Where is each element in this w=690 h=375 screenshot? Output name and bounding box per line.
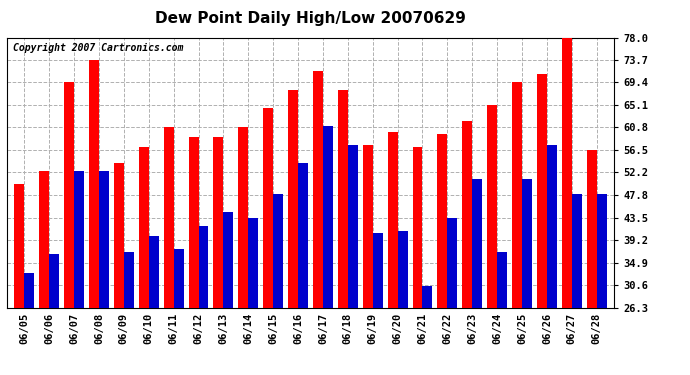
Bar <box>363 144 373 375</box>
Bar <box>447 217 457 375</box>
Text: Dew Point Daily High/Low 20070629: Dew Point Daily High/Low 20070629 <box>155 11 466 26</box>
Bar <box>348 144 358 375</box>
Bar <box>437 134 447 375</box>
Bar <box>586 150 597 375</box>
Bar <box>89 60 99 375</box>
Bar <box>597 194 607 375</box>
Bar <box>313 72 323 375</box>
Bar <box>238 128 248 375</box>
Bar <box>164 128 174 375</box>
Bar <box>487 105 497 375</box>
Bar <box>213 137 224 375</box>
Bar <box>149 236 159 375</box>
Bar <box>224 213 233 375</box>
Bar <box>188 137 199 375</box>
Bar <box>562 38 572 375</box>
Bar <box>14 184 24 375</box>
Bar <box>373 233 383 375</box>
Bar <box>273 194 283 375</box>
Bar <box>397 231 408 375</box>
Bar <box>497 252 507 375</box>
Bar <box>472 178 482 375</box>
Text: Copyright 2007 Cartronics.com: Copyright 2007 Cartronics.com <box>13 43 184 53</box>
Bar <box>547 144 557 375</box>
Bar <box>49 254 59 375</box>
Bar <box>74 171 84 375</box>
Bar <box>522 178 532 375</box>
Bar <box>388 132 397 375</box>
Bar <box>512 82 522 375</box>
Bar <box>99 171 109 375</box>
Bar <box>39 171 49 375</box>
Bar <box>174 249 184 375</box>
Bar <box>139 147 149 375</box>
Bar <box>323 126 333 375</box>
Bar <box>64 82 74 375</box>
Bar <box>413 147 422 375</box>
Bar <box>422 286 433 375</box>
Bar <box>248 217 258 375</box>
Bar <box>572 194 582 375</box>
Bar <box>263 108 273 375</box>
Bar <box>114 163 124 375</box>
Bar <box>298 163 308 375</box>
Bar <box>124 252 134 375</box>
Bar <box>199 225 208 375</box>
Bar <box>288 90 298 375</box>
Bar <box>338 90 348 375</box>
Bar <box>462 121 472 375</box>
Bar <box>537 74 547 375</box>
Bar <box>24 273 34 375</box>
